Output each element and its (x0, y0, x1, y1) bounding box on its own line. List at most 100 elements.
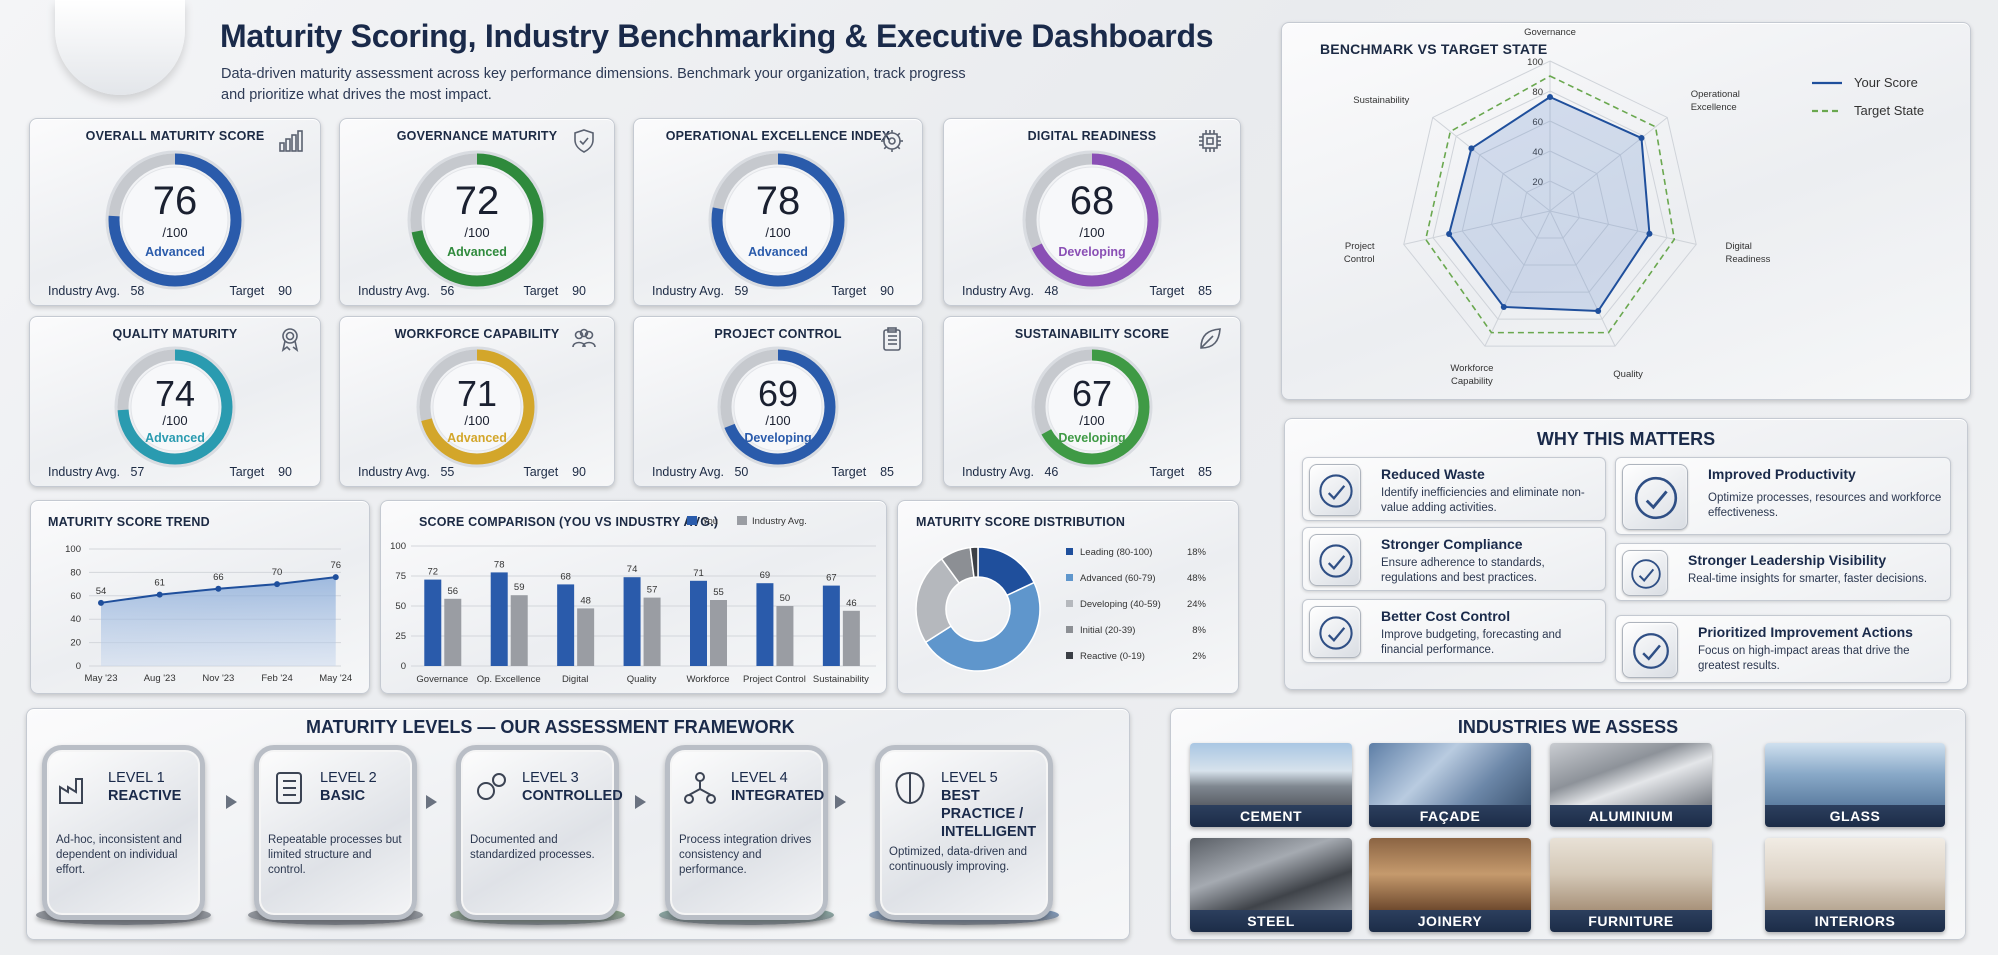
industry-label: GLASS (1765, 805, 1945, 827)
x-tick-label: May '24 (319, 673, 352, 684)
radar-axis-label: Project (1345, 241, 1375, 252)
why-item: Better Cost Control Improve budgeting, fo… (1302, 599, 1606, 663)
radar-chart-panel: BENCHMARK VS TARGET STATE 20 40 60 80 100 Gov… (1281, 22, 1971, 400)
radar-point (1638, 135, 1645, 142)
target-value: 90 (278, 465, 292, 479)
industry-tile[interactable]: FURNITURE (1550, 838, 1712, 932)
x-tick-label: May '23 (85, 673, 118, 684)
industry-tile[interactable]: JOINERY (1369, 838, 1531, 932)
bar (842, 610, 860, 666)
legend-value: 2% (1192, 651, 1206, 662)
legend-label: Reactive (0-19) (1080, 651, 1145, 662)
kpi-value: 68 (1069, 179, 1115, 223)
radar-axis-label: Quality (1613, 369, 1643, 380)
bar (490, 572, 508, 666)
why-panel: WHY THIS MATTERS Reduced Waste Identify i… (1284, 418, 1968, 690)
industry-photo (1550, 743, 1712, 805)
industry-label: JOINERY (1369, 910, 1531, 932)
industry-avg-value: 56 (440, 284, 455, 298)
kpi-target: Target 90 (229, 284, 292, 298)
radar-tick-label: 20 (1532, 177, 1543, 188)
x-tick-label: Feb '24 (261, 673, 292, 684)
target-value: 90 (572, 465, 586, 479)
target-value: 85 (880, 465, 894, 479)
kpi-title: OVERALL MATURITY SCORE (85, 129, 265, 143)
level-description: Optimized, data-driven and continuously … (889, 846, 1028, 873)
cost-icon (1309, 606, 1361, 658)
chip-icon (1196, 127, 1224, 155)
level-number: LEVEL 5 (941, 770, 998, 786)
industry-tile[interactable]: INTERIORS (1765, 838, 1945, 932)
y-tick-label: 25 (395, 631, 406, 642)
industry-avg-label: Industry Avg. (48, 284, 121, 298)
industry-tile[interactable]: ALUMINIUM (1550, 743, 1712, 827)
level-card: LEVEL 3 CONTROLLED Documented and standard… (450, 745, 625, 925)
why-item-title: Better Cost Control (1381, 608, 1511, 624)
trend-chart-panel: MATURITY SCORE TREND 0 20 40 60 80 100 54 May '… (30, 500, 370, 694)
industry-avg-label: Industry Avg. (652, 465, 725, 479)
bar-data-label: 46 (846, 598, 857, 609)
industry-label: CEMENT (1190, 805, 1352, 827)
radar-spoke (1484, 210, 1551, 347)
legend-label: Initial (20-39) (1080, 625, 1135, 636)
trend-chart-title: MATURITY SCORE TREND (48, 515, 210, 529)
why-item-title: Prioritized Improvement Actions (1698, 624, 1913, 640)
donut-slice (969, 546, 979, 579)
kpi-gauge-arc (108, 153, 242, 287)
kpi-gauge (716, 345, 840, 469)
target-value: 90 (572, 284, 586, 298)
kpi-gauge (707, 149, 849, 291)
level-frame (456, 745, 619, 920)
kpi-gauge (1021, 149, 1163, 291)
kpi-denominator: /100 (162, 413, 188, 428)
level-name: INTEGRATED (731, 788, 825, 804)
levels-title: MATURITY LEVELS — OUR ASSESSMENT FRAMEWO… (306, 717, 795, 737)
radar-axis-label: Governance (1524, 27, 1576, 38)
radar-axis-label: Capability (1451, 376, 1493, 387)
kpi-gauge (415, 345, 539, 469)
trend-point (332, 574, 339, 581)
kpi-value: 76 (152, 179, 198, 223)
gear-icon (878, 127, 906, 155)
industry-tile[interactable]: GLASS (1765, 743, 1945, 827)
radar-grid (1490, 150, 1610, 266)
radar-point (1547, 94, 1553, 100)
bar-data-label: 71 (693, 568, 704, 579)
waste-icon (1309, 464, 1361, 516)
kpi-title: PROJECT CONTROL (714, 327, 842, 341)
kpi-card: GOVERNANCE MATURITY 72/100 Advanced Industr… (339, 118, 615, 306)
industry-avg-label: Industry Avg. (48, 465, 121, 479)
page-title: Maturity Scoring, Industry Benchmarking … (220, 18, 1214, 54)
radar-grid (1403, 60, 1697, 347)
kpi-target: Target 85 (1149, 284, 1212, 298)
why-item: Stronger Compliance Ensure adherence to s… (1302, 527, 1606, 591)
legend-label: Leading (80-100) (1080, 547, 1152, 558)
legend-value: 8% (1192, 625, 1206, 636)
kpi-card: OVERALL MATURITY SCORE 76/100 Advanced Indu… (29, 118, 321, 306)
kpi-denominator: /100 (464, 413, 490, 428)
kpi-title: QUALITY MATURITY (112, 327, 238, 341)
legend-label: Industry Avg. (752, 516, 807, 527)
factory-icon (56, 767, 98, 809)
network-icon (679, 767, 721, 809)
kpi-gauge-arc (1025, 153, 1159, 287)
industry-tile[interactable]: FAÇADE (1369, 743, 1531, 827)
level-arrow-icon (835, 795, 846, 809)
kpi-gauge (113, 345, 237, 469)
legend-label: You (702, 516, 718, 527)
kpi-target: Target 90 (831, 284, 894, 298)
industry-tile[interactable]: STEEL (1190, 838, 1352, 932)
legend-swatch (687, 516, 697, 525)
kpi-gauge (406, 149, 548, 291)
x-tick-label: Project Control (743, 674, 806, 685)
kpi-value: 74 (154, 373, 196, 414)
kpi-target: Target 90 (523, 284, 586, 298)
target-label: Target (831, 465, 867, 479)
industry-tile[interactable]: CEMENT (1190, 743, 1352, 827)
kpi-title: GOVERNANCE MATURITY (396, 129, 558, 143)
industry-label: STEEL (1190, 910, 1352, 932)
kpi-gauge-arc (419, 349, 535, 465)
level-number: LEVEL 3 (522, 770, 579, 786)
trend-chart: 0 20 40 60 80 100 54 May '23 61 Aug '23 66 Nov '23 7… (65, 544, 352, 684)
kpi-industry-avg: Industry Avg. 50 (652, 465, 748, 479)
